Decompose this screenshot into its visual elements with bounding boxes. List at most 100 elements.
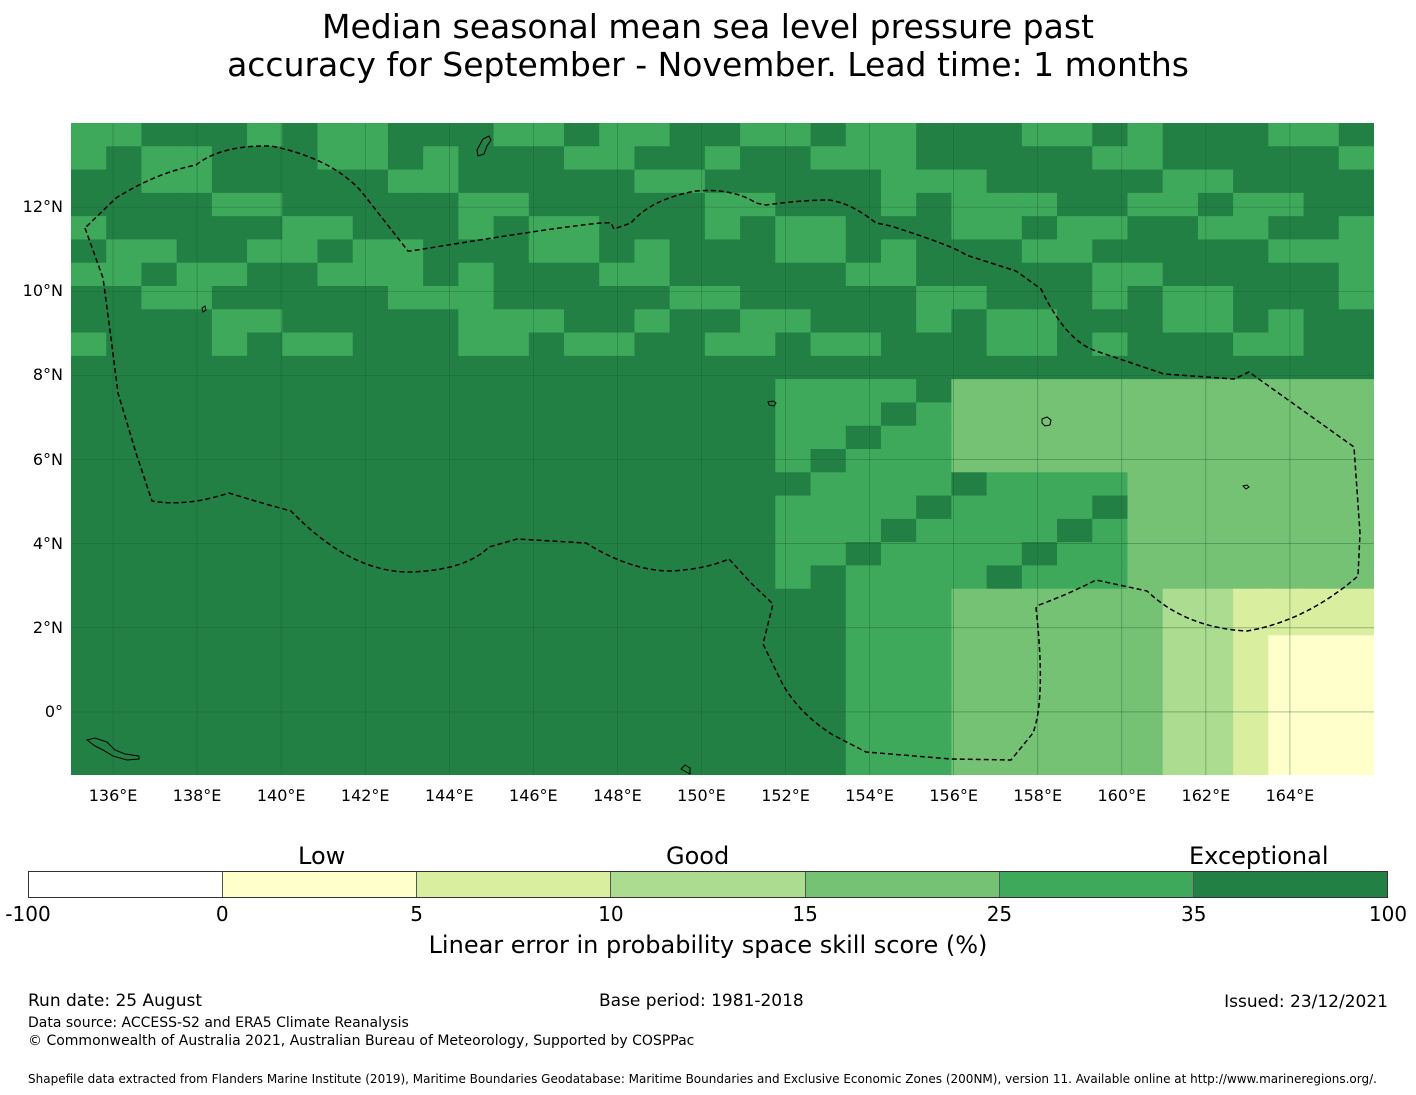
skill-cell bbox=[1162, 239, 1199, 264]
skill-cell bbox=[387, 751, 424, 775]
skill-cell bbox=[916, 123, 952, 147]
skill-cell bbox=[1021, 705, 1058, 729]
skill-cell bbox=[1162, 332, 1199, 357]
skill-cell bbox=[528, 123, 565, 147]
skill-cell bbox=[106, 402, 142, 427]
skill-cell bbox=[1021, 495, 1058, 520]
skill-cell bbox=[704, 518, 741, 543]
skill-cell bbox=[106, 332, 142, 357]
skill-cell bbox=[493, 565, 530, 590]
skill-cell bbox=[916, 425, 952, 450]
skill-cell bbox=[599, 542, 635, 566]
skill-cell bbox=[1127, 402, 1164, 427]
skill-cell bbox=[1338, 379, 1374, 403]
skill-cell bbox=[176, 449, 213, 473]
skill-cell bbox=[1021, 286, 1058, 310]
skill-cell bbox=[493, 472, 530, 497]
skill-cell bbox=[141, 751, 178, 775]
skill-cell bbox=[564, 565, 600, 590]
skill-cell bbox=[71, 518, 107, 543]
skill-cell bbox=[317, 449, 354, 473]
skill-cell bbox=[634, 216, 671, 240]
skill-cell bbox=[669, 216, 706, 240]
skill-cell bbox=[564, 402, 600, 427]
skill-cell bbox=[1268, 379, 1305, 403]
island-pohnpei bbox=[1041, 416, 1052, 427]
skill-cell bbox=[810, 635, 847, 660]
lat-label: 8°N bbox=[32, 365, 63, 385]
skill-cell bbox=[317, 262, 354, 287]
skill-cell bbox=[387, 146, 424, 171]
skill-cell bbox=[458, 635, 495, 660]
skill-cell bbox=[845, 728, 882, 753]
skill-cell bbox=[916, 332, 952, 357]
skill-cell bbox=[740, 728, 776, 753]
skill-cell bbox=[704, 658, 741, 683]
skill-cell bbox=[352, 518, 389, 543]
skill-cell bbox=[282, 681, 319, 706]
skill-cell bbox=[1268, 332, 1305, 357]
skill-cell bbox=[282, 705, 319, 729]
skill-cell bbox=[282, 169, 319, 194]
skill-cell bbox=[1162, 286, 1199, 310]
skill-cell bbox=[387, 332, 424, 357]
skill-cell bbox=[141, 332, 178, 357]
skill-cell bbox=[211, 612, 248, 636]
skill-cell bbox=[1127, 123, 1164, 147]
skill-cell bbox=[106, 146, 142, 171]
skill-cell bbox=[986, 449, 1023, 473]
skill-cell bbox=[1162, 658, 1199, 683]
skill-cell bbox=[669, 728, 706, 753]
lat-label: 10°N bbox=[22, 281, 63, 301]
skill-cell bbox=[352, 332, 389, 357]
skill-cell bbox=[986, 379, 1023, 403]
skill-cell bbox=[1127, 286, 1164, 310]
skill-cell bbox=[1021, 332, 1058, 357]
skill-cell bbox=[282, 472, 319, 497]
skill-cell bbox=[986, 239, 1023, 264]
skill-cell bbox=[141, 123, 178, 147]
skill-cell bbox=[528, 332, 565, 357]
skill-cell bbox=[599, 425, 635, 450]
skill-cell bbox=[1127, 262, 1164, 287]
colorbar-segment bbox=[223, 872, 418, 897]
skill-cell bbox=[1303, 355, 1340, 380]
colorbar-tick-label: 100 bbox=[1368, 902, 1408, 926]
skill-cell bbox=[1197, 192, 1234, 217]
skill-cell bbox=[669, 565, 706, 590]
skill-cell bbox=[71, 472, 107, 497]
skill-cell bbox=[211, 239, 248, 264]
skill-cell bbox=[634, 542, 671, 566]
skill-cell bbox=[704, 146, 741, 171]
skill-cell bbox=[1057, 425, 1093, 450]
skill-cell bbox=[564, 588, 600, 613]
skill-cell bbox=[1338, 402, 1374, 427]
skill-cell bbox=[1057, 495, 1093, 520]
skill-cell bbox=[141, 192, 178, 217]
skill-cell bbox=[352, 262, 389, 287]
lon-label: 160°E bbox=[1097, 786, 1147, 805]
skill-cell bbox=[564, 449, 600, 473]
skill-cell bbox=[1338, 192, 1374, 217]
skill-cell bbox=[1127, 192, 1164, 217]
skill-cell bbox=[599, 635, 635, 660]
skill-cell bbox=[1268, 612, 1305, 636]
skill-cell bbox=[282, 402, 319, 427]
skill-cell bbox=[282, 239, 319, 264]
skill-cell bbox=[1127, 239, 1164, 264]
skill-cell bbox=[916, 588, 952, 613]
skill-cell bbox=[564, 286, 600, 310]
skill-cell bbox=[1338, 518, 1374, 543]
skill-cell bbox=[951, 588, 988, 613]
skill-cell bbox=[1268, 355, 1305, 380]
lat-label: 2°N bbox=[32, 617, 63, 637]
skill-cell bbox=[423, 518, 459, 543]
skill-cell bbox=[387, 449, 424, 473]
skill-cell bbox=[916, 635, 952, 660]
skill-cell bbox=[352, 751, 389, 775]
skill-cell bbox=[740, 705, 776, 729]
skill-cell bbox=[634, 751, 671, 775]
skill-cell bbox=[951, 542, 988, 566]
skill-cell bbox=[704, 751, 741, 775]
skill-cell bbox=[387, 635, 424, 660]
